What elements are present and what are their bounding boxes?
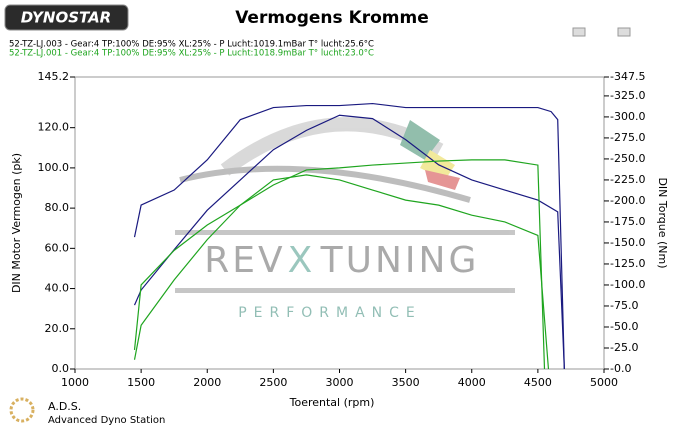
y-tick-label: 40.0 — [45, 282, 70, 295]
y2-tick-label: -50.0 — [610, 320, 638, 333]
x-tick-label: 5000 — [590, 376, 618, 389]
y-tick-label: 80.0 — [45, 201, 70, 214]
swoosh — [175, 288, 515, 293]
watermark-text: PERFORMANCE — [238, 305, 422, 321]
chart-title: Vermogens Kromme — [235, 8, 429, 28]
watermark-text: REV — [204, 240, 285, 281]
y-tick-label: 100.0 — [38, 161, 70, 174]
y2-tick-label: -225.0 — [610, 173, 645, 186]
watermark: REV X TUNING PERFORMANCE — [175, 117, 515, 321]
footer-title: A.D.S. — [48, 400, 81, 413]
y2-tick-label: -175.0 — [610, 215, 645, 228]
watermark-text: TUNING — [320, 240, 480, 281]
y2-tick-label: -200.0 — [610, 194, 645, 207]
x-tick-label: 1500 — [127, 376, 155, 389]
swoosh — [425, 170, 460, 190]
y2-tick-label: -325.0 — [610, 89, 645, 102]
y-tick-label: 120.0 — [38, 121, 70, 134]
watermark-text: X — [288, 240, 313, 281]
y-tick-label: 60.0 — [45, 241, 70, 254]
curve — [133, 102, 565, 370]
x-axis-label: Toerental (rpm) — [289, 396, 375, 409]
logo-box — [4, 4, 129, 31]
y2-axis-label: DIN Torque (Nm) — [656, 177, 669, 268]
x-tick-label: 2500 — [259, 376, 287, 389]
print-icon[interactable] — [617, 27, 631, 37]
y2-tick-label: -25.0 — [610, 341, 638, 354]
y-tick-label: 145.2 — [38, 70, 70, 83]
y2-tick-label: -125.0 — [610, 257, 645, 270]
x-tick-label: 1000 — [61, 376, 89, 389]
x-tick-label: 4000 — [458, 376, 486, 389]
footer-logo — [9, 397, 35, 423]
footer-subtitle: Advanced Dyno Station — [48, 415, 165, 426]
y2-tick-label: -347.5 — [610, 70, 645, 83]
x-tick-label: 2000 — [193, 376, 221, 389]
legend-entry: 52-TZ-LJ.003 - Gear:4 TP:100% DE:95% XL:… — [9, 40, 374, 50]
y2-tick-label: -75.0 — [610, 299, 638, 312]
x-tick-label: 3000 — [326, 376, 354, 389]
y2-tick-label: -150.0 — [610, 236, 645, 249]
y2-tick-label: -250.0 — [610, 152, 645, 165]
y-tick-label: 0.0 — [52, 362, 70, 375]
print-icon[interactable] — [572, 27, 586, 37]
y2-tick-label: -100.0 — [610, 278, 645, 291]
y2-tick-label: -300.0 — [610, 110, 645, 123]
curve — [133, 159, 546, 370]
x-tick-label: 3500 — [392, 376, 420, 389]
legend-entry: 52-TZ-LJ.001 - Gear:4 TP:100% DE:95% XL:… — [9, 49, 374, 59]
logo-text: DYNOSTAR — [21, 9, 111, 27]
curve — [133, 174, 550, 370]
curve — [133, 114, 565, 370]
y2-tick-label: -275.0 — [610, 131, 645, 144]
y-tick-label: 20.0 — [45, 322, 70, 335]
y-axis-label: DIN Motor Vermogen (pk) — [10, 153, 23, 293]
swoosh — [175, 230, 515, 235]
x-tick-label: 4500 — [524, 376, 552, 389]
y2-tick-label: -0.0 — [610, 362, 631, 375]
